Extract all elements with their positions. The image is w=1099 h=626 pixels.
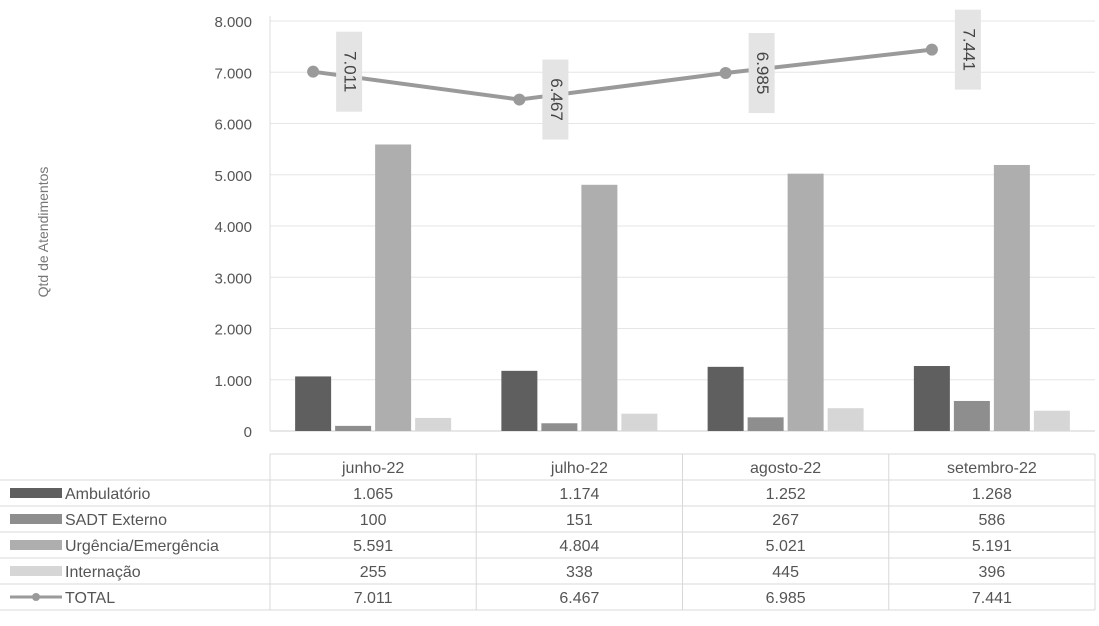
bar-interna-o [1033, 410, 1070, 431]
table-cell: 338 [566, 564, 593, 581]
legend-swatch [10, 488, 62, 498]
table-cell: 5.591 [353, 538, 393, 555]
legend-label: Internação [65, 564, 141, 581]
bar-ambulat-rio [501, 370, 538, 431]
table-header-cell: junho-22 [341, 460, 404, 477]
y-tick-label: 4.000 [214, 219, 252, 236]
bar-ambulat-rio [295, 376, 332, 431]
bar-interna-o [827, 408, 864, 431]
table-cell: 1.268 [972, 486, 1012, 503]
table-header-cell: setembro-22 [947, 460, 1037, 477]
y-axis-ticks: 0 1.000 2.000 3.000 4.000 5.000 6.000 7.000 8.00… [214, 14, 252, 441]
legend-label: Ambulatório [65, 486, 150, 503]
legend-marker [32, 593, 40, 601]
y-tick-label: 0 [244, 424, 252, 441]
legend-swatch [10, 540, 62, 550]
table-cell: 100 [360, 512, 387, 529]
bar-ambulat-rio [707, 366, 744, 431]
table-cell: 7.441 [972, 590, 1012, 607]
bar-urg-ncia-emerg-ncia [787, 173, 824, 431]
table-cell: 267 [772, 512, 799, 529]
table-header-cell: agosto-22 [750, 460, 821, 477]
y-tick-label: 7.000 [214, 65, 252, 82]
total-point [719, 67, 732, 80]
y-tick-label: 6.000 [214, 117, 252, 134]
data-label-background [542, 59, 569, 140]
table-cell: 1.252 [766, 486, 806, 503]
table-cell: 4.804 [559, 538, 599, 555]
bar-ambulat-rio [913, 366, 950, 431]
table-cell: 6.985 [766, 590, 806, 607]
bar-sadt-externo [953, 400, 990, 431]
bar-interna-o [415, 417, 452, 431]
table-cell: 7.011 [354, 590, 393, 607]
legend-label: SADT Externo [65, 512, 167, 529]
data-label: 7.441 [959, 28, 978, 71]
total-point [925, 43, 938, 56]
data-label: 6.467 [547, 78, 566, 121]
table-cell: 5.191 [972, 538, 1012, 555]
data-table: junho-22 julho-22 agosto-22 setembro-22 Ambu… [0, 453, 1096, 611]
total-point [307, 65, 320, 78]
y-axis-label: Qtd de Atendimentos [35, 167, 51, 298]
data-label-background [336, 31, 363, 112]
bar-urg-ncia-emerg-ncia [581, 184, 618, 431]
legend-swatch [10, 514, 62, 524]
y-tick-label: 2.000 [214, 322, 252, 339]
legend-label: TOTAL [65, 590, 115, 607]
total-point [513, 93, 526, 106]
bar-urg-ncia-emerg-ncia [375, 144, 412, 431]
bar-sadt-externo [335, 425, 372, 431]
table-cell: 1.174 [559, 486, 599, 503]
legend-label: Urgência/Emergência [65, 538, 219, 555]
total-line: 7.011 6.467 6.985 7.441 [307, 9, 981, 140]
table-cell: 5.021 [766, 538, 806, 555]
table-cell: 255 [360, 564, 387, 581]
bar-sadt-externo [747, 417, 784, 431]
table-cell: 1.065 [353, 486, 393, 503]
y-tick-label: 8.000 [214, 14, 252, 31]
y-tick-label: 1.000 [214, 373, 252, 390]
table-cell: 151 [566, 512, 593, 529]
data-label: 6.985 [753, 52, 772, 95]
data-label: 7.011 [341, 51, 360, 92]
table-cell: 6.467 [559, 590, 599, 607]
bar-urg-ncia-emerg-ncia [993, 164, 1030, 431]
table-cell: 396 [979, 564, 1006, 581]
y-tick-label: 5.000 [214, 168, 252, 185]
bar-interna-o [621, 413, 658, 431]
bars [295, 144, 1070, 431]
total-line-path [312, 47, 933, 102]
y-tick-label: 3.000 [214, 270, 252, 287]
data-label-background [748, 33, 775, 114]
table-cell: 445 [772, 564, 799, 581]
data-label-background [954, 9, 981, 90]
bar-sadt-externo [541, 423, 578, 431]
table-cell: 586 [979, 512, 1006, 529]
table-header-cell: julho-22 [550, 460, 608, 477]
legend-swatch [10, 566, 62, 576]
